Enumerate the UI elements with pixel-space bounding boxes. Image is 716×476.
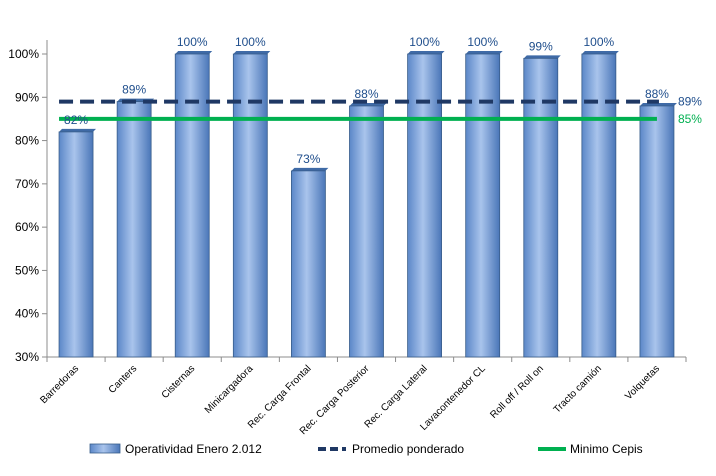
data-label-volquetas: 88% — [645, 87, 669, 101]
data-label-canters: 89% — [122, 83, 146, 97]
bar-canters — [116, 101, 152, 358]
x-tick-label-canters: Canters — [107, 363, 140, 396]
bar-top-roll-off-roll-on — [523, 55, 561, 59]
x-tick-label-volquetas: Volquetas — [623, 363, 662, 402]
bar-top-rec-carga-lateral — [407, 51, 445, 54]
bar-top-rec-carga-frontal — [291, 167, 329, 171]
bar-top-volquetas — [639, 102, 677, 106]
y-tick-label: 60% — [15, 220, 39, 234]
x-tick-label-minicargadora: Minicargadora — [203, 363, 256, 416]
line-label-minimo: 85% — [678, 112, 702, 126]
bar-rec-carga-posterior — [349, 105, 384, 358]
bar-rec-carga-frontal — [291, 170, 326, 358]
y-tick-label: 100% — [8, 47, 39, 61]
y-tick-label: 50% — [15, 263, 39, 277]
data-label-cisternas: 100% — [177, 35, 208, 49]
bar-top-minicargadora — [233, 51, 271, 54]
bars — [58, 51, 677, 358]
bar-roll-off-roll-on — [523, 57, 559, 358]
legend-label-promedio: Promedio ponderado — [352, 442, 464, 456]
axes: 30% 40% 50% 60% 70% 80% 90% 100% — [8, 40, 687, 364]
data-label-rec-carga-posterior: 88% — [354, 87, 378, 101]
bar-top-cisternas — [175, 51, 213, 54]
y-tick-label: 30% — [15, 350, 39, 364]
x-tick-label-cisternas: Cisternas — [160, 363, 198, 401]
bar-top-barredoras — [59, 128, 97, 132]
reference-lines — [59, 99, 659, 121]
data-label-lavacontenedor-cl: 100% — [467, 35, 498, 49]
data-label-tracto-camion: 100% — [584, 35, 615, 49]
data-label-minicargadora: 100% — [235, 35, 266, 49]
y-tick-label: 70% — [15, 177, 39, 191]
legend: Operatividad Enero 2.012 Promedio ponder… — [89, 442, 643, 456]
bar-top-rec-carga-posterior — [349, 102, 387, 106]
data-label-rec-carga-lateral: 100% — [409, 35, 440, 49]
legend-swatch-operatividad — [89, 443, 121, 454]
y-tick-label: 80% — [15, 134, 39, 148]
bar-rec-carga-lateral — [407, 53, 442, 358]
legend-label-minimo: Minimo Cepis — [570, 442, 643, 456]
bar-tracto-camion — [581, 53, 617, 358]
line-label-promedio: 89% — [678, 95, 702, 109]
x-tick-label-roll-off-roll-on: Roll off / Roll on — [488, 363, 546, 421]
y-tick-label: 90% — [15, 90, 39, 104]
legend-label-operatividad: Operatividad Enero 2.012 — [125, 442, 262, 456]
x-tick-label-rec-carga-frontal: Rec. Carga Frontal — [246, 363, 314, 431]
x-tick-label-tracto-camion: Tracto camión — [552, 363, 604, 415]
y-tick-label: 40% — [15, 307, 39, 321]
x-tick-label-barredoras: Barredoras — [38, 363, 81, 406]
x-tick-label-rec-carga-lateral: Rec. Carga Lateral — [363, 363, 430, 430]
bar-volquetas — [639, 105, 675, 358]
bar-minicargadora — [232, 53, 268, 358]
bar-barredoras — [58, 131, 94, 358]
data-label-barredoras: 82% — [64, 113, 88, 127]
data-label-rec-carga-frontal: 73% — [296, 152, 320, 166]
bar-top-lavacontenedor-cl — [465, 51, 503, 54]
bar-lavacontenedor-cl — [465, 53, 501, 358]
x-tick-label-lavacontenedor-cl: Lavacontenedor CL — [418, 363, 488, 433]
data-label-roll-off-roll-on: 99% — [529, 39, 553, 53]
bar-top-tracto-camion — [581, 51, 619, 54]
bar-cisternas — [174, 53, 210, 358]
